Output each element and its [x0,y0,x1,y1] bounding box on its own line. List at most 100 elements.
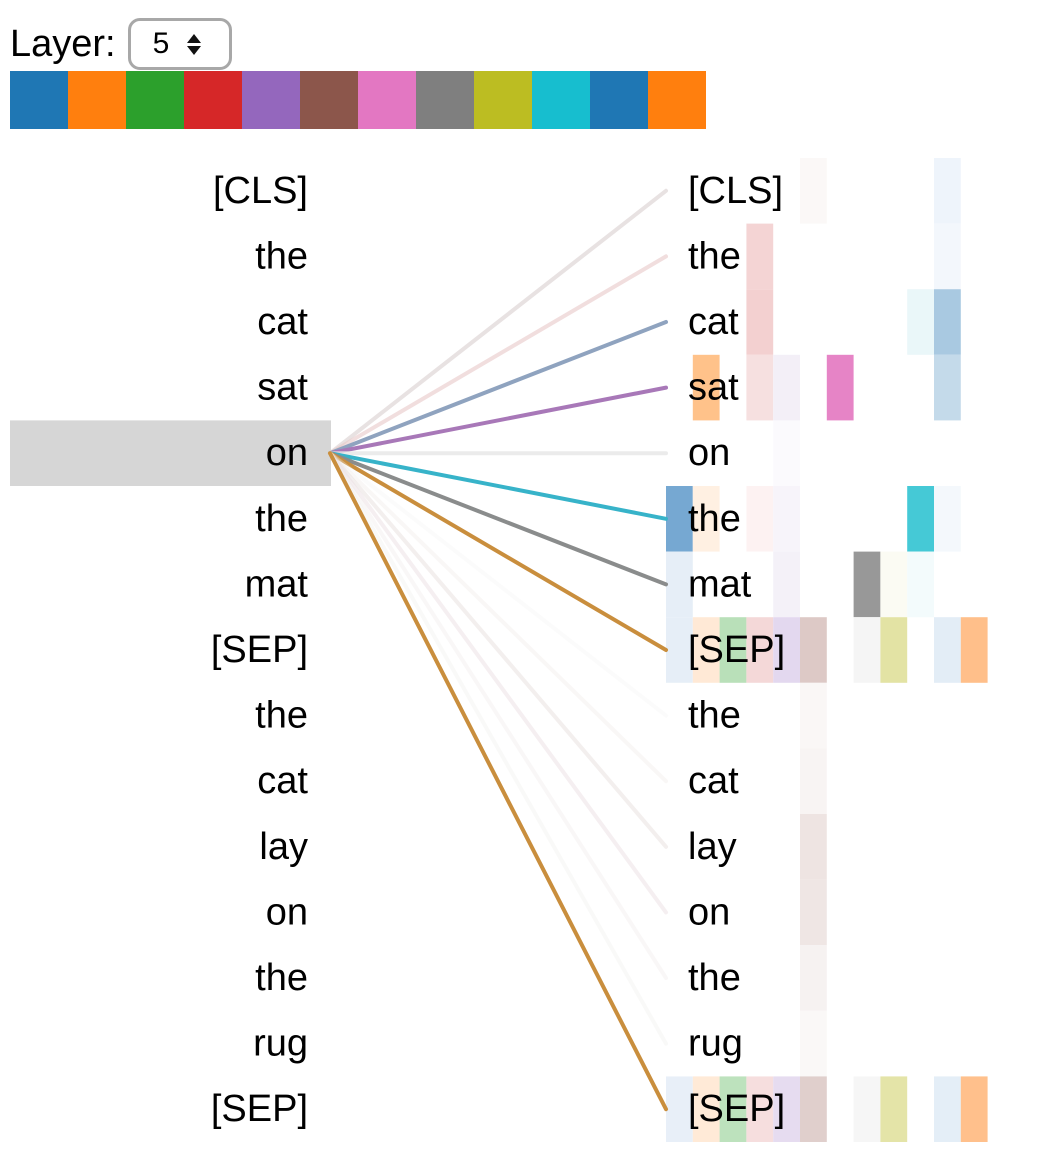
attention-cell [880,551,908,618]
left-token[interactable]: [SEP] [211,629,308,671]
right-token[interactable]: on [688,432,730,474]
attention-cell [773,486,800,552]
attention-cell [746,617,774,683]
left-token[interactable]: on [266,432,308,474]
attention-cell [800,1076,827,1142]
attention-cell [773,551,800,618]
attention-cell [773,1076,800,1142]
attention-cell [853,1076,881,1142]
right-token[interactable]: [CLS] [688,170,783,212]
left-token[interactable]: lay [259,826,308,868]
attention-cell [800,617,827,683]
attention-head-selector [10,71,706,129]
head-swatch-4[interactable] [184,71,242,129]
head-swatch-9[interactable] [474,71,532,129]
attention-line [328,451,668,521]
right-token[interactable]: mat [688,563,752,605]
head-swatch-8[interactable] [416,71,474,129]
right-token[interactable]: rug [688,1023,743,1065]
attention-cell [907,289,934,355]
attention-line [328,451,668,784]
attention-line [328,451,668,915]
attention-line [328,451,668,587]
attention-cell [800,748,827,814]
attention-cell [692,486,720,552]
attention-cell [746,289,774,355]
head-swatch-11[interactable] [590,71,648,129]
attention-cell [692,354,720,421]
attention-cell [666,1076,693,1142]
head-swatch-5[interactable] [242,71,300,129]
attention-line [328,451,668,849]
left-token[interactable]: the [255,695,308,737]
attention-cell [719,617,747,683]
left-token[interactable]: sat [257,367,308,409]
attention-heatmap [666,158,988,1142]
attention-cell [746,1076,774,1142]
attention-cell [853,551,881,618]
attention-cell [746,223,774,290]
attention-line [328,451,668,980]
left-token[interactable]: the [255,498,308,540]
right-token[interactable]: the [688,498,741,540]
attention-line [328,451,668,718]
right-token[interactable]: [SEP] [688,629,785,671]
left-token[interactable]: [CLS] [213,170,308,212]
left-token[interactable]: cat [257,301,308,343]
left-token-column: [CLS] the cat sat on the mat [SEP] the cat lay on th… [211,170,309,1130]
right-token[interactable]: [SEP] [688,1088,785,1130]
head-swatch-3[interactable] [126,71,184,129]
left-token[interactable]: the [255,957,308,999]
attention-cell [880,617,908,683]
attention-line [328,320,668,456]
attention-line [328,451,668,1046]
selected-token-highlight [10,420,331,486]
layer-select[interactable]: 5 [127,18,232,70]
attention-cell [719,1076,747,1142]
right-token[interactable]: cat [688,301,739,343]
attention-line [328,254,668,456]
attention-cell [880,1076,908,1142]
attention-cell [800,945,827,1011]
left-token[interactable]: [SEP] [211,1088,308,1130]
attention-cell [907,486,934,552]
left-token[interactable]: cat [257,760,308,802]
attention-cell [853,617,881,683]
right-token[interactable]: the [688,695,741,737]
attention-line [328,188,668,456]
attention-cell [692,617,720,683]
attention-cell [666,486,693,552]
left-token[interactable]: on [266,891,308,933]
attention-cell [907,551,934,618]
left-token[interactable]: the [255,235,308,277]
head-swatch-12[interactable] [648,71,706,129]
right-token[interactable]: lay [688,826,737,868]
right-token[interactable]: the [688,957,741,999]
attention-line [328,451,668,1112]
attention-cell [960,1076,988,1142]
left-token[interactable]: rug [253,1023,308,1065]
layer-label: Layer: [10,22,116,65]
head-swatch-1[interactable] [10,71,68,129]
attention-cell [826,354,854,421]
attention-cell [800,158,827,224]
layer-select-value: 5 [152,27,170,60]
attention-line [328,451,668,652]
right-token[interactable]: on [688,891,730,933]
right-token[interactable]: the [688,235,741,277]
right-token[interactable]: sat [688,367,739,409]
head-swatch-6[interactable] [300,71,358,129]
attention-cell [960,617,988,683]
attention-cell [934,223,961,290]
right-token[interactable]: cat [688,760,739,802]
attention-lines [328,188,668,1112]
attention-cell [692,1076,720,1142]
attention-cell [934,158,961,224]
head-swatch-7[interactable] [358,71,416,129]
head-swatch-2[interactable] [68,71,126,129]
attention-cell [800,1010,827,1077]
attention-cell [934,1076,961,1142]
head-swatch-10[interactable] [532,71,590,129]
left-token[interactable]: mat [245,563,309,605]
